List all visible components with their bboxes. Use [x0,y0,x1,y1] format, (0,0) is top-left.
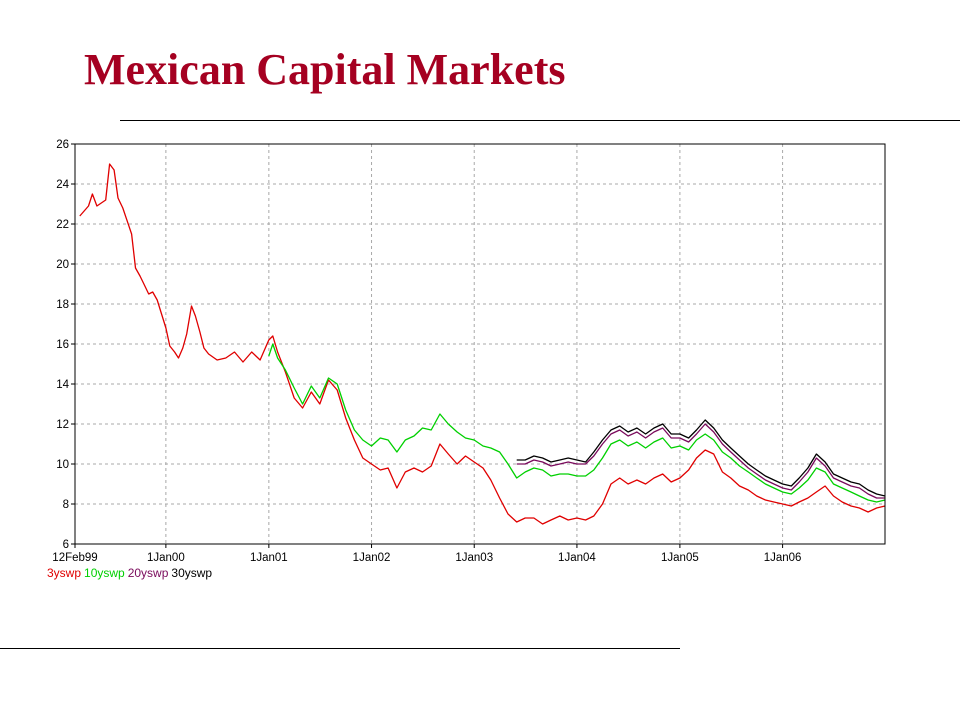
y-tick-label: 10 [56,459,69,471]
title-divider-line [120,120,960,121]
slide-title: Mexican Capital Markets [84,45,566,94]
y-tick-label: 16 [56,339,69,351]
series-line-20yswp [516,423,885,499]
legend-item-20yswp: 20yswp [128,566,169,580]
series-line-30yswp [516,419,886,497]
x-tick-label: 1Jan03 [455,552,493,564]
y-tick-label: 12 [56,419,69,431]
x-tick-label: 1Jan02 [353,552,391,564]
legend: 3yswp 10yswp 20yswp 30yswp [47,566,212,580]
x-tick-label: 1Jan06 [764,552,802,564]
legend-item-10yswp: 10yswp [84,566,125,580]
y-tick-label: 20 [56,259,69,271]
legend-item-30yswp: 30yswp [171,566,212,580]
x-tick-label: 1Jan05 [661,552,699,564]
y-tick-label: 22 [56,219,69,231]
y-tick-label: 6 [63,539,69,551]
x-tick-label: 1Jan00 [147,552,185,564]
series-line-3yswp [79,163,886,525]
y-tick-label: 26 [56,139,69,151]
y-tick-label: 24 [56,179,69,191]
y-tick-label: 8 [63,499,69,511]
x-tick-label: 1Jan04 [558,552,596,564]
series-line-10yswp [268,343,886,503]
plot-frame [74,143,886,545]
x-tick-label: 1Jan01 [250,552,288,564]
y-tick-label: 18 [56,299,69,311]
footer-divider-line [0,648,680,649]
x-tick-label: 12Feb99 [52,552,97,564]
legend-item-3yswp: 3yswp [47,566,81,580]
y-tick-label: 14 [56,379,69,391]
